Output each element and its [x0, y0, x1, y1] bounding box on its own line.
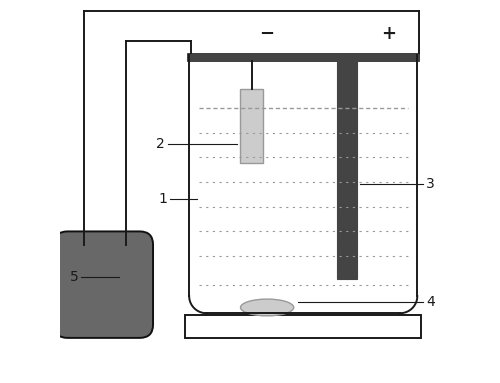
Text: 2: 2 — [156, 137, 165, 151]
Text: −: − — [260, 25, 274, 43]
FancyBboxPatch shape — [54, 231, 153, 338]
Text: 3: 3 — [426, 177, 435, 191]
Bar — [188, 53, 419, 61]
Ellipse shape — [240, 299, 294, 316]
Bar — [186, 315, 421, 338]
Text: 4: 4 — [426, 295, 435, 309]
Text: 1: 1 — [158, 192, 167, 206]
Text: 5: 5 — [70, 270, 78, 284]
Bar — [336, 61, 357, 279]
Bar — [240, 89, 264, 163]
Text: +: + — [382, 25, 396, 43]
